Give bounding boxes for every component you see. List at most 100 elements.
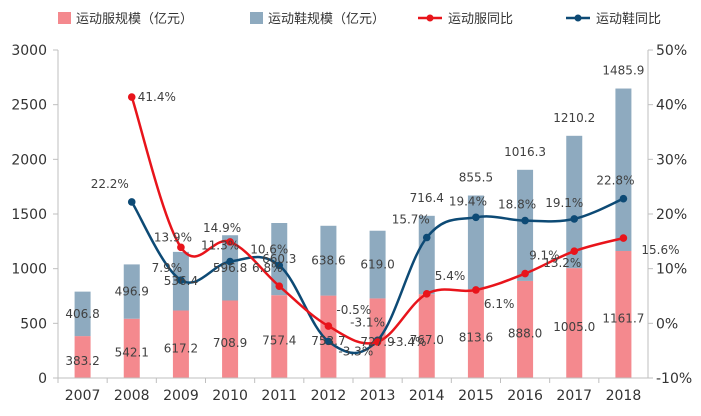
right-tick-label: 0% — [656, 316, 678, 332]
bar-footwear — [271, 222, 288, 296]
legend-label-0: 运动服规模（亿元） — [76, 12, 193, 27]
apparel-yoy-label: 5.4% — [435, 269, 466, 283]
apparel-yoy-label: 6.1% — [484, 297, 514, 311]
footwear-value-label: 406.8 — [65, 307, 99, 321]
x-tick-label: 2018 — [606, 388, 642, 404]
footwear-yoy-point — [619, 194, 628, 203]
apparel-yoy-point — [373, 338, 382, 346]
left-tick-label: 2000 — [11, 152, 47, 168]
legend: 运动服规模（亿元） 运动鞋规模（亿元） 运动服同比 运动鞋同比 — [58, 11, 661, 27]
footwear-yoy-point — [570, 215, 579, 223]
bar-footwear — [566, 135, 583, 269]
bar-footwear — [418, 215, 435, 295]
apparel-value-label: 813.6 — [459, 331, 493, 345]
x-tick-label: 2015 — [458, 388, 494, 404]
apparel-value-label: 542.1 — [115, 345, 149, 359]
apparel-yoy-point — [324, 322, 333, 330]
legend-swatch-1 — [250, 12, 263, 24]
apparel-value-label: 1161.7 — [602, 311, 644, 325]
apparel-yoy-label: 6.8% — [252, 261, 283, 275]
apparel-yoy-label: 41.4% — [138, 90, 176, 104]
footwear-yoy-label: -3.1% — [350, 315, 385, 329]
footwear-value-label: 496.9 — [115, 285, 149, 299]
right-tick-label: 40% — [656, 98, 687, 114]
bar-apparel — [320, 295, 337, 378]
footwear-yoy-label: 22.8% — [596, 174, 634, 188]
left-tick-label: 500 — [20, 316, 47, 332]
footwear-value-label: 1485.9 — [602, 64, 644, 78]
footwear-yoy-label: 15.7% — [392, 213, 430, 227]
apparel-value-label: 617.2 — [164, 341, 198, 355]
footwear-value-label: 1016.3 — [504, 145, 546, 159]
footwear-yoy-point — [521, 216, 529, 225]
bar-footwear — [467, 195, 484, 290]
apparel-value-label: 753.7 — [311, 334, 345, 348]
footwear-value-label: 660.3 — [262, 252, 296, 266]
apparel-yoy-line — [130, 96, 624, 345]
footwear-yoy-point — [472, 213, 480, 222]
bar-apparel — [271, 295, 288, 378]
legend-label-2: 运动服同比 — [448, 12, 513, 27]
x-axis: 2007 2008 2009 2010 2011 2012 2013 2014 2015 2016… — [57, 377, 648, 404]
data-labels: 383.2 406.8 542.1 496.9 617.2 536.4 708.9 596.8… — [65, 64, 679, 369]
bar-footwear — [74, 291, 91, 337]
x-tick-label: 2008 — [114, 388, 150, 404]
bar-apparel — [74, 336, 91, 378]
footwear-value-label: 596.8 — [213, 261, 247, 275]
x-tick-label: 2013 — [360, 388, 396, 404]
x-tick-label: 2014 — [409, 388, 445, 404]
left-tick-label: 3000 — [11, 43, 47, 59]
bar-apparel — [517, 280, 534, 378]
footwear-yoy-point — [275, 261, 284, 270]
bar-footwear — [517, 169, 534, 281]
legend-marker-3 — [574, 14, 582, 22]
x-tick-label: 2007 — [65, 388, 101, 404]
footwear-yoy-point — [324, 337, 333, 346]
apparel-value-label: 383.2 — [65, 354, 99, 368]
left-tick-label: 1000 — [11, 262, 47, 278]
x-tick-label: 2011 — [261, 388, 297, 404]
footwear-yoy-point — [127, 198, 136, 206]
footwear-value-label: 536.4 — [164, 274, 198, 288]
apparel-value-label: 708.9 — [213, 336, 247, 350]
left-tick-label: 1500 — [11, 207, 47, 223]
footwear-yoy-label: 22.2% — [91, 177, 129, 191]
footwear-value-label: 855.5 — [459, 171, 493, 185]
apparel-yoy-point — [275, 282, 284, 290]
apparel-yoy-point — [521, 269, 529, 278]
footwear-yoy-label: 19.4% — [449, 194, 487, 208]
footwear-yoy-point — [177, 276, 185, 284]
apparel-yoy-label: 13.2% — [543, 256, 581, 270]
left-tick-label: 2500 — [11, 98, 47, 114]
legend-label-1: 运动鞋规模（亿元） — [268, 11, 385, 27]
apparel-value-label: 757.4 — [262, 334, 296, 348]
apparel-yoy-label: 9.1% — [529, 249, 560, 263]
bar-footwear — [123, 264, 140, 319]
bar-apparel — [566, 268, 583, 378]
right-axis: -10% 0% 10% 20% 30% 40% 50% — [647, 43, 692, 387]
footwear-yoy-label: 18.8% — [498, 198, 536, 212]
x-tick-label: 2009 — [163, 388, 199, 404]
bar-footwear — [222, 235, 239, 301]
bar-apparel — [172, 310, 189, 378]
bar-footwear — [615, 88, 632, 251]
apparel-yoy-point — [127, 93, 136, 101]
left-tick-label: 0 — [38, 371, 47, 387]
footwear-yoy-label: 10.6% — [250, 242, 288, 256]
right-tick-label: -10% — [656, 371, 692, 387]
right-tick-label: 50% — [656, 43, 687, 59]
bar-apparel — [615, 250, 632, 378]
bar-footwear — [320, 225, 337, 296]
footwear-yoy-point — [422, 233, 431, 242]
bar-apparel — [222, 300, 239, 378]
bar-apparel — [467, 289, 484, 378]
footwear-value-label: 619.0 — [360, 258, 394, 272]
bar-footwear — [369, 230, 386, 299]
bar-apparel — [418, 294, 435, 378]
apparel-value-label: 727.9 — [360, 335, 394, 349]
apparel-value-label: 1005.0 — [553, 320, 595, 334]
right-tick-label: 10% — [656, 262, 687, 278]
x-tick-label: 2016 — [507, 388, 543, 404]
apparel-value-label: 888.0 — [508, 326, 542, 340]
